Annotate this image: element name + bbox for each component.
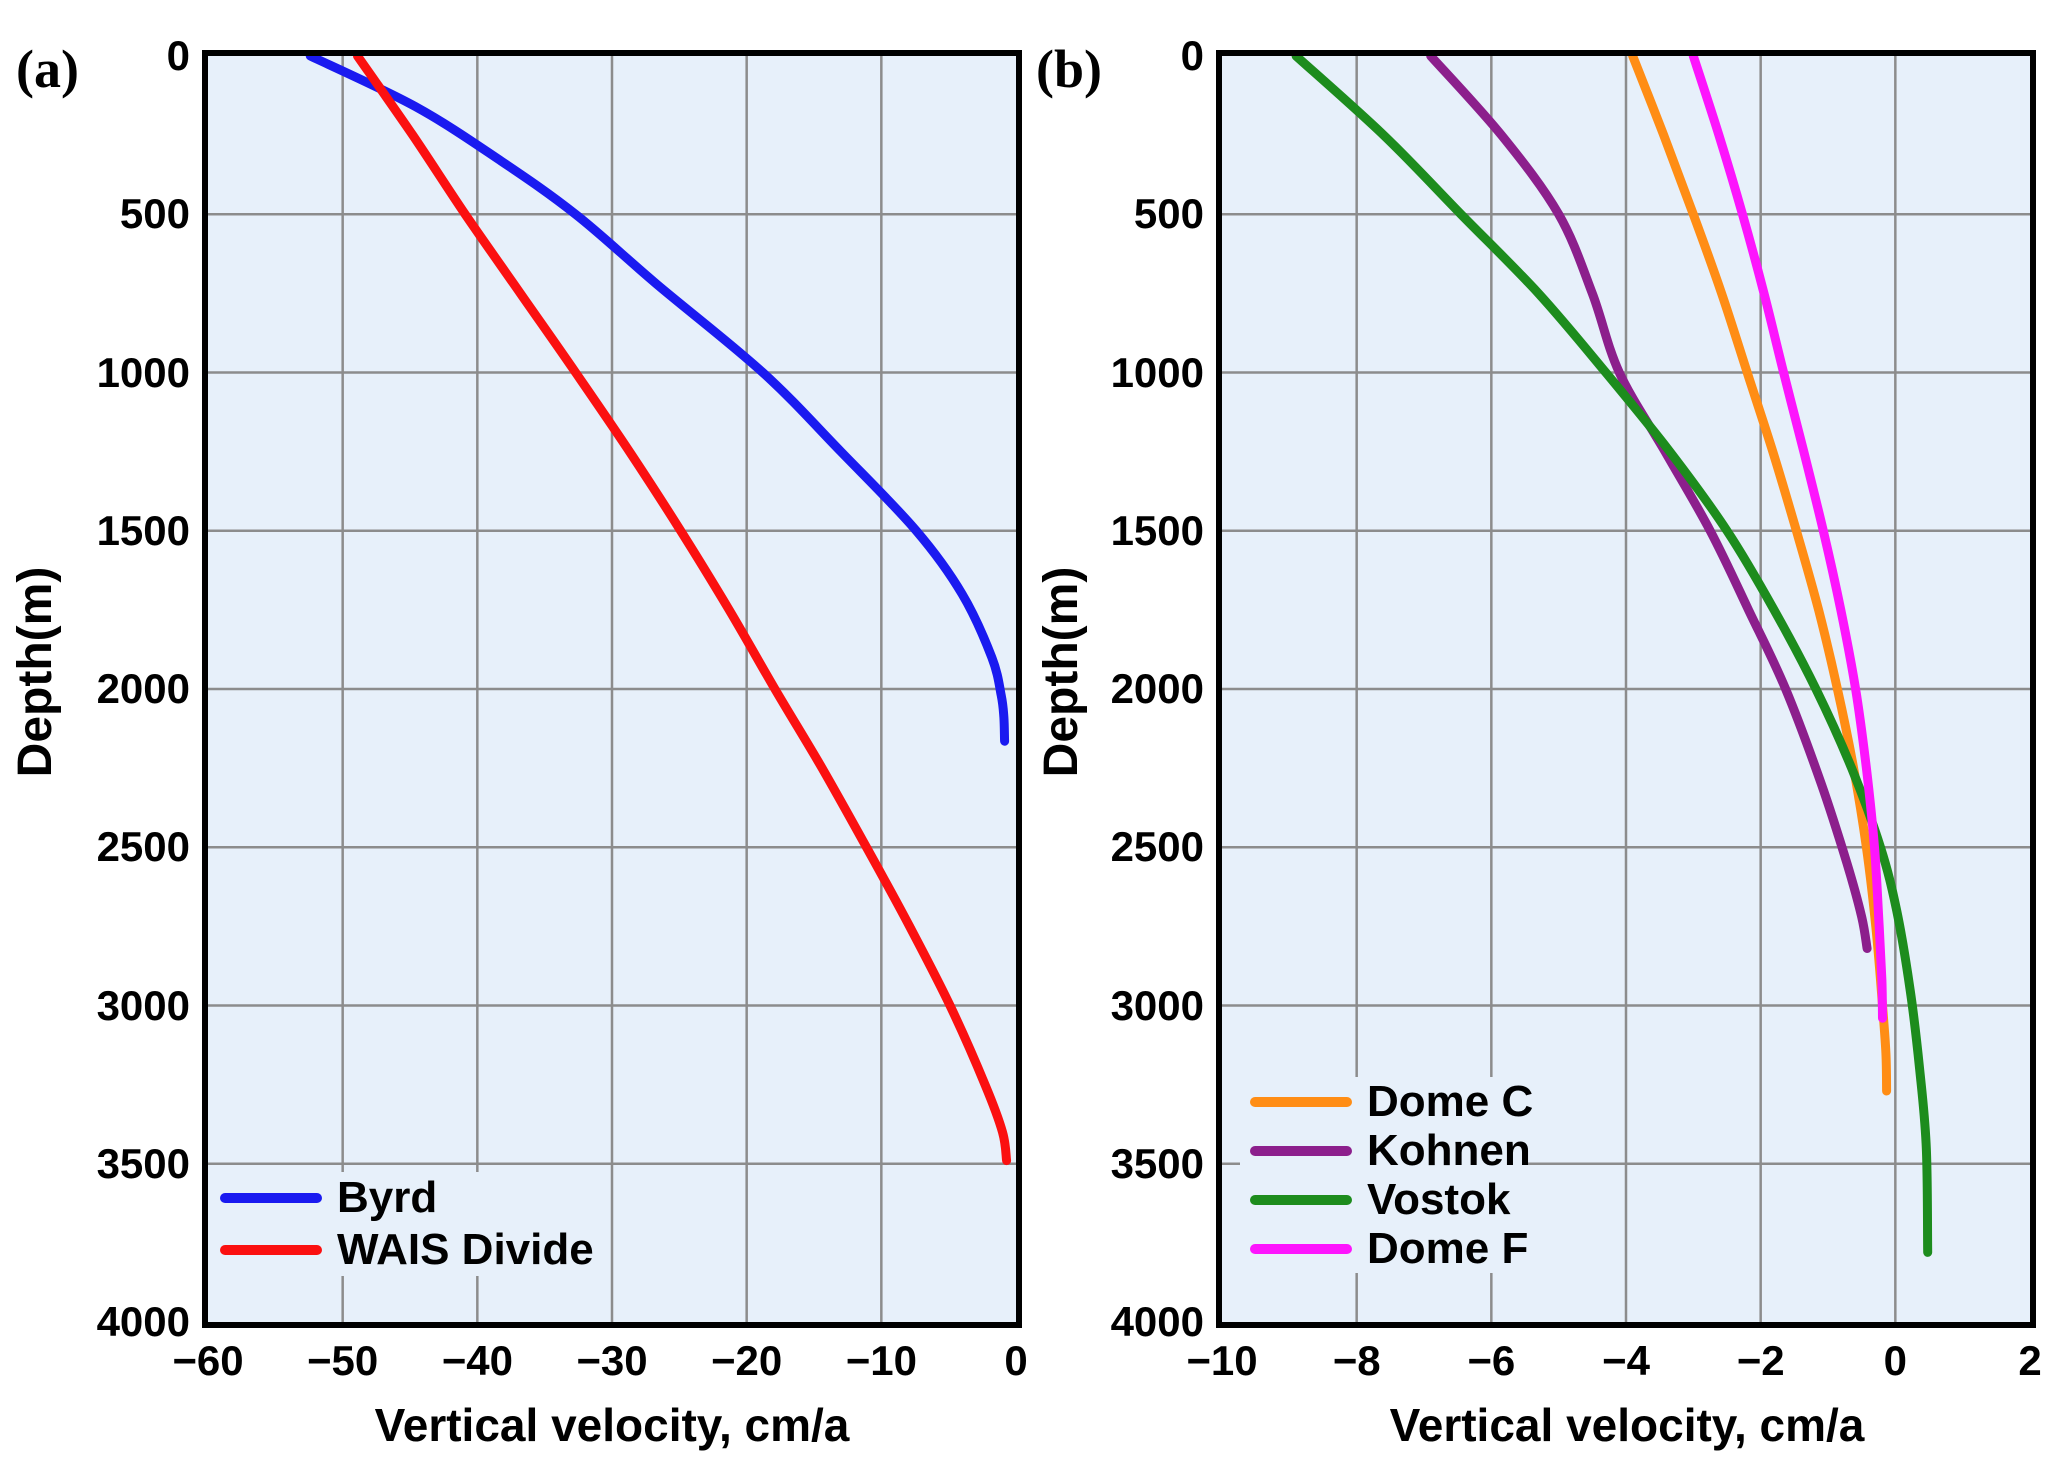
legend-swatch-wais-divide (220, 1245, 322, 1255)
legend-label-kohnen: Kohnen (1367, 1125, 1531, 1175)
panel-b-x-tick-label--8: −8 (1332, 1337, 1381, 1384)
panel-b-x-tick-label-2: 2 (2018, 1337, 2042, 1384)
panel-b-x-tick-label--2: −2 (1736, 1337, 1785, 1384)
legend-item-kohnen: Kohnen (1240, 1126, 1531, 1175)
legend-label-dome-f: Dome F (1367, 1223, 1529, 1273)
panel-a-y-tick-label-1000: 1000 (96, 348, 190, 396)
legend-label-dome-c: Dome C (1367, 1076, 1534, 1126)
panel-a-y-tick-label-2000: 2000 (96, 665, 190, 712)
panel-b-y-tick-label-500: 500 (1133, 190, 1204, 238)
legend-item-wais-divide: WAIS Divide (210, 1224, 602, 1276)
panel-b-x-axis-title: Vertical velocity, cm/a (1389, 1399, 1865, 1451)
panel-b-y-tick-label-2000: 2000 (1110, 665, 1204, 712)
legend-swatch-dome-f (1250, 1243, 1352, 1254)
curve-byrd (305, 56, 1010, 746)
panel-b-y-tick-label-2500: 2500 (1110, 823, 1204, 871)
legend-item-dome-c: Dome C (1240, 1077, 1533, 1126)
panel-a-y-tick-label-3000: 3000 (96, 981, 190, 1029)
panel-b-x-tick-label--10: −10 (1186, 1337, 1258, 1384)
panel-a-y-tick-label-2500: 2500 (96, 823, 190, 871)
panel-b-x-tick-label-0: 0 (1883, 1337, 1907, 1384)
panel-b-chart-canvas (1222, 56, 2030, 1322)
panel-a-x-tick-label-0: 0 (1004, 1337, 1028, 1384)
panel-a-label: (a) (16, 39, 79, 99)
panel-a-y-tick-label-1500: 1500 (96, 506, 190, 554)
legend-item-byrd: Byrd (210, 1172, 602, 1224)
panel-b-y-tick-label-0: 0 (1180, 32, 1204, 79)
panel-a-x-tick-label--30: −30 (576, 1337, 648, 1384)
legend-item-vostok: Vostok (1240, 1175, 1524, 1224)
panel-b-x-tick-label--6: −6 (1467, 1337, 1516, 1384)
panel-b-y-tick-label-3000: 3000 (1110, 981, 1204, 1029)
panel-a-y-tick-label-0: 0 (166, 32, 190, 79)
panel-a-chart-canvas (208, 56, 1016, 1322)
curve-vostok (1291, 56, 1933, 1257)
panel-a-y-tick-label-4000: 4000 (96, 1298, 190, 1345)
legend-item-dome-f: Dome F (1240, 1224, 1528, 1273)
panel-a-x-tick-label--20: −20 (711, 1337, 783, 1384)
legend-swatch-dome-c (1250, 1096, 1352, 1107)
legend-label-byrd: Byrd (337, 1173, 438, 1222)
panel-a-x-tick-label--60: −60 (172, 1337, 244, 1384)
panel-a-x-tick-label--10: −10 (845, 1337, 917, 1384)
legend-label-vostok: Vostok (1367, 1174, 1511, 1224)
legend-swatch-byrd (220, 1193, 322, 1203)
panel-a-x-tick-label--40: −40 (441, 1337, 513, 1384)
panel-a-y-tick-label-500: 500 (119, 190, 190, 238)
panel-b-legend: Dome C Kohnen Vostok Dome F (1240, 1077, 1533, 1273)
panel-a-legend: Byrd WAIS Divide (210, 1172, 602, 1276)
curve-kohnen (1426, 56, 1872, 953)
panel-a-y-tick-label-3500: 3500 (96, 1139, 190, 1187)
legend-swatch-kohnen (1250, 1145, 1352, 1156)
curve-wais-divide (353, 56, 1012, 1166)
panel-b-y-tick-label-1000: 1000 (1110, 348, 1204, 396)
panel-b-y-tick-label-3500: 3500 (1110, 1139, 1204, 1187)
panel-b-label: (b) (1036, 39, 1102, 99)
legend-label-wais-divide: WAIS Divide (337, 1225, 594, 1274)
curve-dome-f (1688, 56, 1887, 1023)
panel-a-x-tick-label--50: −50 (307, 1337, 379, 1384)
panel-a-x-axis-title: Vertical velocity, cm/a (374, 1399, 850, 1451)
panel-b-y-tick-label-1500: 1500 (1110, 506, 1204, 554)
panel-b-x-tick-label--4: −4 (1602, 1337, 1650, 1384)
panel-b-y-tick-label-4000: 4000 (1110, 1298, 1204, 1345)
legend-swatch-vostok (1250, 1194, 1352, 1205)
panel-a-plot-area (202, 50, 1022, 1328)
